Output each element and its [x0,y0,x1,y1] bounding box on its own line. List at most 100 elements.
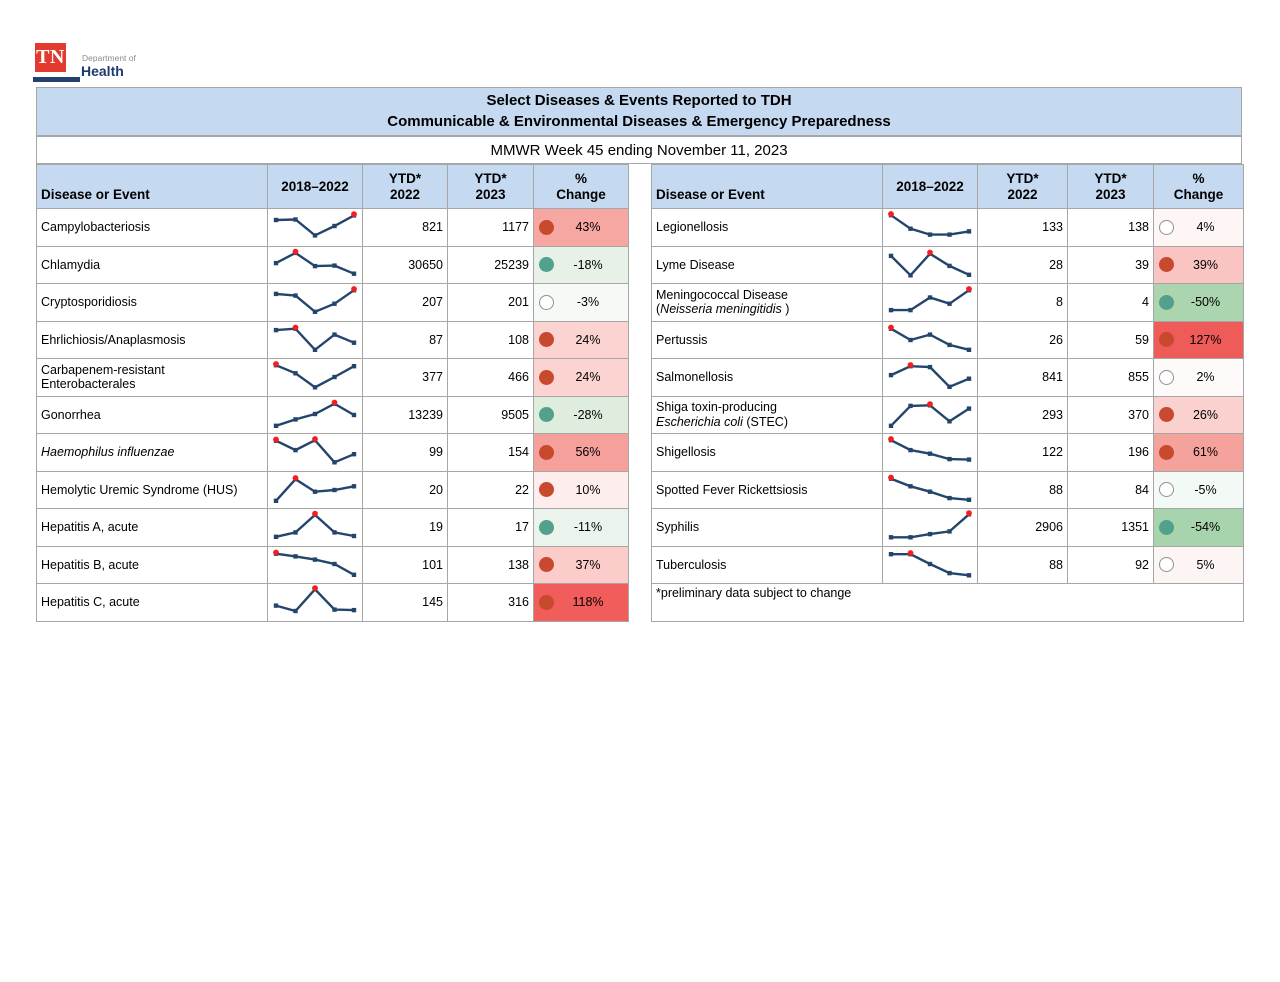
change-label: Change [1173,186,1224,202]
change-direction-dot [1159,557,1174,573]
ytd-2022-value: 19 [362,508,448,547]
column-header-trend: 2018–2022 [882,164,978,209]
table-row: Meningococcal Disease (Neisseria meningit… [651,283,1244,322]
disease-name: Syphilis [651,508,883,547]
change-direction-dot [539,444,554,460]
table-row: Chlamydia 30650 25239 -18% [36,245,629,284]
disease-name: Meningococcal Disease (Neisseria meningit… [651,283,883,322]
change-direction-dot [539,332,554,348]
trend-cell [882,508,978,547]
footnote: *preliminary data subject to change [651,583,1244,622]
percent-change-value: 24% [575,332,601,347]
column-header-trend: 2018–2022 [267,164,363,209]
disease-name: Campylobacteriosis [36,208,268,247]
ytd-2022-value: 88 [977,470,1068,509]
percent-change-value: -5% [1194,482,1217,497]
percent-change-cell: 127% [1153,320,1244,359]
table-body-right: Legionellosis 133 138 4% Lyme Disease 28 39 39%… [651,208,1244,622]
disease-name: Hemolytic Uremic Syndrome (HUS) [36,470,268,509]
percent-change-cell: 26% [1153,395,1244,434]
sparkline-chart [888,474,972,502]
sparkline-chart [888,211,972,238]
sparkline-chart [273,399,357,428]
table-row: Haemophilus influenzae 99 154 56% [36,433,629,472]
ytd-label: YTD* [388,170,422,186]
tn-logo-letters: TN [36,46,65,68]
ytd-2023-value: 138 [1067,208,1154,247]
disease-name: Spotted Fever Rickettsiosis [651,470,883,509]
mmwr-week-subtitle: MMWR Week 45 ending November 11, 2023 [36,136,1242,164]
trend-cell [267,433,363,472]
percent-change-cell: -50% [1153,283,1244,322]
table-row: Legionellosis 133 138 4% [651,208,1244,247]
ytd-2022-value: 2906 [977,508,1068,547]
sparkline-chart [273,511,357,540]
disease-name: Shigellosis [651,433,883,472]
trend-cell [267,208,363,247]
ytd-2022-value: 122 [977,433,1068,472]
ytd-2023-value: 466 [447,358,534,397]
column-header-ytd2022: YTD* 2022 [977,164,1068,209]
ytd-2023-value: 59 [1067,320,1154,359]
sparkline-chart [888,510,972,540]
disease-name: Carbapenem-resistant Enterobacterales [36,358,268,397]
ytd-2022-value: 821 [362,208,448,247]
percent-label: % [574,170,587,186]
footnote-row: *preliminary data subject to change [651,583,1244,622]
trend-cell [882,395,978,434]
logo-underline [33,77,80,82]
ytd-label: YTD* [474,170,507,186]
percent-change-cell: 37% [533,545,629,584]
ytd-2022-value: 30650 [362,245,448,284]
change-direction-dot [1159,294,1174,310]
ytd-2022-value: 207 [362,283,448,322]
sparkline-chart [273,286,357,315]
sparkline-chart [888,324,972,352]
table-row: Salmonellosis 841 855 2% [651,358,1244,397]
change-direction-dot [1159,332,1174,348]
percent-change-value: 4% [1196,220,1215,235]
disease-name: Hepatitis B, acute [36,545,268,584]
ytd-2022-value: 145 [362,583,448,622]
ytd-2022-value: 87 [362,320,448,359]
sparkline-chart [888,400,972,428]
change-direction-dot [539,482,554,498]
ytd-2022-value: 99 [362,433,448,472]
ytd-2022-value: 133 [977,208,1068,247]
disease-name: Ehrlichiosis/Anaplasmosis [36,320,268,359]
column-header-percent-change: % Change [1153,164,1244,209]
trend-cell [267,395,363,434]
change-direction-dot [1159,219,1174,235]
year-label: 2023 [475,186,506,202]
table-row: Campylobacteriosis 821 1177 43% [36,208,629,247]
disease-table-right: Disease or Event 2018–2022 YTD* 2022 YTD… [651,164,1244,622]
change-label: Change [556,186,606,202]
percent-change-value: 127% [1189,332,1222,347]
ytd-2022-value: 377 [362,358,448,397]
table-row: Gonorrhea 13239 9505 -28% [36,395,629,434]
change-direction-dot [539,407,554,423]
sparkline-chart [273,436,357,465]
percent-change-cell: 56% [533,433,629,472]
year-label: 2022 [1007,186,1038,202]
trend-cell [267,245,363,284]
percent-change-value: 43% [575,220,601,235]
sparkline-chart [888,362,972,390]
ytd-2023-value: 84 [1067,470,1154,509]
ytd-2022-value: 293 [977,395,1068,434]
column-header-disease: Disease or Event [36,164,268,209]
disease-name: Tuberculosis [651,545,883,584]
trend-cell [267,583,363,622]
trend-cell [267,508,363,547]
table-row: Carbapenem-resistant Enterobacterales 377 4… [36,358,629,397]
percent-change-value: -11% [573,520,603,535]
percent-change-cell: 2% [1153,358,1244,397]
sparkline-chart [888,249,972,278]
ytd-2023-value: 108 [447,320,534,359]
percent-change-cell: 118% [533,583,629,622]
column-header-disease: Disease or Event [651,164,883,209]
ytd-2023-value: 1351 [1067,508,1154,547]
table-row: Shiga toxin-producing Escherichia coli (S… [651,395,1244,434]
percent-change-cell: 4% [1153,208,1244,247]
percent-change-cell: 10% [533,470,629,509]
